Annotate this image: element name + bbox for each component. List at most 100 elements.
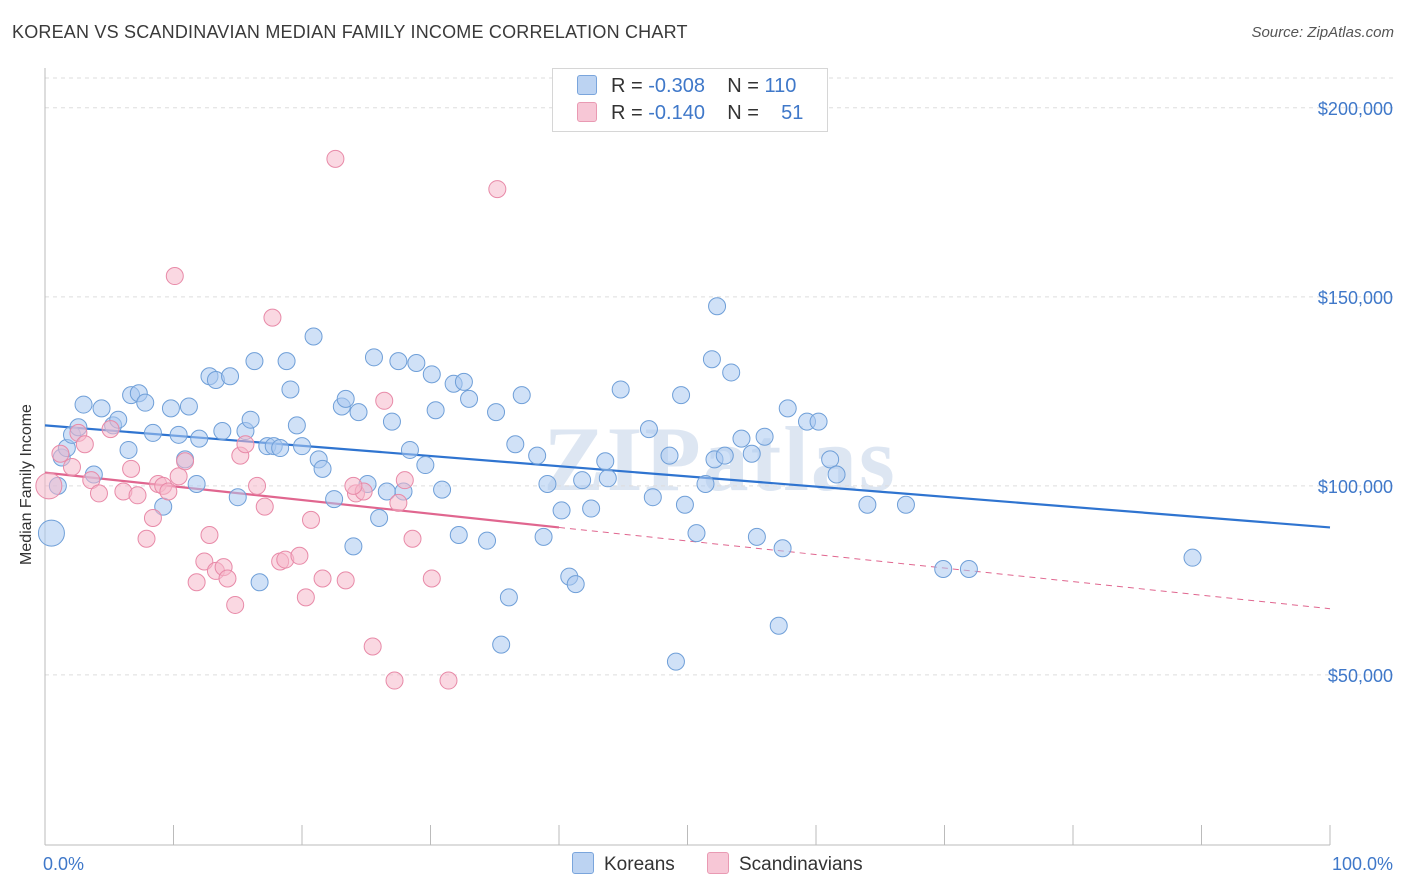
korean-point: [821, 450, 840, 469]
korean-point: [959, 560, 978, 579]
korean-point: [344, 537, 363, 556]
korean-point: [534, 527, 553, 546]
scandinavians-swatch: [577, 102, 597, 122]
legend-r-label: R =: [611, 102, 643, 124]
korean-point: [37, 519, 65, 547]
korean-point: [672, 386, 691, 405]
korean-point: [643, 488, 662, 507]
x-tick-label: 0.0%: [43, 854, 84, 874]
scandinavian-point: [218, 569, 237, 588]
scandinavian-point: [255, 497, 274, 516]
bottom-legend-scandinavians: Scandinavians: [707, 852, 863, 876]
korean-point: [92, 399, 111, 418]
korean-point: [213, 422, 232, 441]
scandinavian-point: [187, 573, 206, 592]
korean-point: [858, 495, 877, 514]
scandinavian-point: [128, 486, 147, 505]
scandinavian-point: [363, 637, 382, 656]
korean-point: [293, 437, 311, 456]
scandinavian-point: [422, 569, 441, 588]
scandinavian-point: [439, 671, 458, 690]
korean-point: [143, 423, 162, 442]
korean-point: [687, 524, 706, 543]
korean-point: [382, 412, 401, 431]
korean-point: [400, 440, 419, 459]
scandinavian-point: [385, 671, 404, 690]
scandinavian-point: [143, 508, 162, 527]
korean-point: [136, 393, 155, 412]
korean-point: [492, 635, 511, 654]
data-points: [35, 149, 1202, 690]
legend-n-value: 51: [781, 102, 804, 124]
korean-point: [271, 439, 290, 458]
y-tick-label: $150,000: [1318, 288, 1393, 308]
korean-point: [696, 474, 715, 493]
scandinavian-point: [301, 510, 320, 529]
scandinavians-swatch: [707, 852, 729, 874]
scandinavians-label: Scandinavians: [739, 854, 863, 875]
koreans-swatch: [577, 75, 597, 95]
korean-point: [370, 508, 389, 527]
tick-labels: $50,000 $100,000 $150,000 $200,000 0.0% 100.0…: [43, 99, 1393, 874]
x-tick-label: 100.0%: [1332, 854, 1393, 874]
bottom-legend-koreans: Koreans: [572, 852, 675, 876]
scandinavian-point: [169, 467, 188, 486]
koreans-swatch: [572, 852, 594, 874]
korean-point: [747, 527, 766, 546]
korean-point: [598, 469, 617, 488]
scandinavian-point: [290, 546, 309, 565]
scandinavian-point: [82, 471, 101, 490]
korean-point: [241, 410, 260, 429]
korean-point: [169, 425, 188, 444]
scandinavian-point: [389, 493, 408, 512]
grid: [45, 77, 1395, 676]
korean-point: [407, 353, 426, 372]
scandinavian-point: [488, 180, 507, 199]
korean-point: [187, 474, 206, 493]
scandinavian-point: [176, 452, 195, 471]
korean-point: [1183, 548, 1202, 567]
korean-point: [416, 456, 435, 475]
scandinavian-point: [159, 482, 178, 501]
legend-row-scandinavians: R = -0.140 N = 51: [577, 102, 803, 126]
korean-point: [639, 420, 658, 439]
korean-point: [722, 363, 741, 382]
korean-point: [596, 452, 615, 471]
korean-point: [364, 348, 383, 367]
scandinavian-point: [263, 308, 282, 327]
korean-point: [449, 526, 468, 544]
korean-point: [277, 352, 296, 371]
legend-n-label: N =: [727, 75, 759, 97]
korean-point: [708, 297, 727, 316]
korean-point: [454, 372, 473, 391]
korean-point: [934, 560, 953, 579]
scandinavian-point: [137, 529, 156, 548]
scandinavian-point: [403, 529, 422, 548]
korean-point: [281, 380, 300, 399]
legend-n-value: 110: [764, 75, 797, 97]
scandinavian-point: [236, 435, 255, 454]
korean-point: [582, 499, 601, 518]
legend-row-koreans: R = -0.308 N = 110: [577, 75, 796, 99]
korean-point: [228, 488, 247, 507]
korean-point: [119, 440, 138, 459]
korean-point: [778, 399, 797, 418]
source-label: Source: ZipAtlas.com: [1251, 24, 1394, 41]
axes: [44, 68, 1331, 846]
korean-point: [773, 539, 792, 558]
korean-point: [426, 401, 445, 420]
scandinavian-point: [101, 420, 120, 439]
korean-point: [809, 412, 828, 431]
scandinavian-point: [226, 595, 245, 614]
scandinavian-point: [326, 149, 345, 168]
legend-r-label: R =: [611, 75, 643, 97]
legend: R = -0.308 N = 110 R = -0.140 N = 51: [552, 68, 828, 132]
korean-point: [538, 474, 557, 493]
korean-point: [325, 490, 344, 509]
korean-point: [245, 352, 264, 371]
korean-point: [349, 403, 368, 422]
scandinavian-point: [248, 476, 267, 495]
scandinavian-trend-line: [44, 471, 560, 529]
korean-point: [611, 380, 630, 399]
korean-point: [161, 399, 180, 418]
